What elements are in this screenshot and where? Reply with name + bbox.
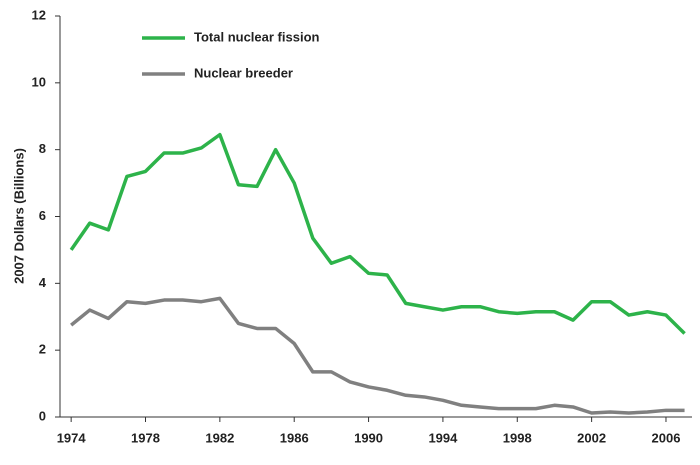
y-tick-label: 12: [32, 7, 46, 22]
y-tick-label: 10: [32, 74, 46, 89]
x-tick-label: 2002: [577, 430, 606, 445]
y-tick-label: 2: [39, 342, 46, 357]
x-tick-label: 1990: [354, 430, 383, 445]
x-tick-label: 1974: [57, 430, 87, 445]
series-line: [70, 296, 685, 415]
y-tick-label: 4: [39, 275, 47, 290]
legend-label: Total nuclear fission: [194, 29, 320, 44]
y-tick-label: 8: [39, 141, 46, 156]
x-tick-label: 2006: [652, 430, 681, 445]
y-tick-label: 0: [39, 408, 46, 423]
x-tick-label: 1998: [503, 430, 532, 445]
y-tick-label: 6: [39, 208, 46, 223]
x-tick-label: 1982: [205, 430, 234, 445]
series-line: [69, 132, 686, 335]
x-tick-label: 1978: [131, 430, 160, 445]
legend-label: Nuclear breeder: [194, 65, 293, 80]
x-tick-label: 1986: [280, 430, 309, 445]
y-axis-label: 2007 Dollars (Billions): [11, 148, 26, 284]
x-tick-label: 1994: [428, 430, 458, 445]
